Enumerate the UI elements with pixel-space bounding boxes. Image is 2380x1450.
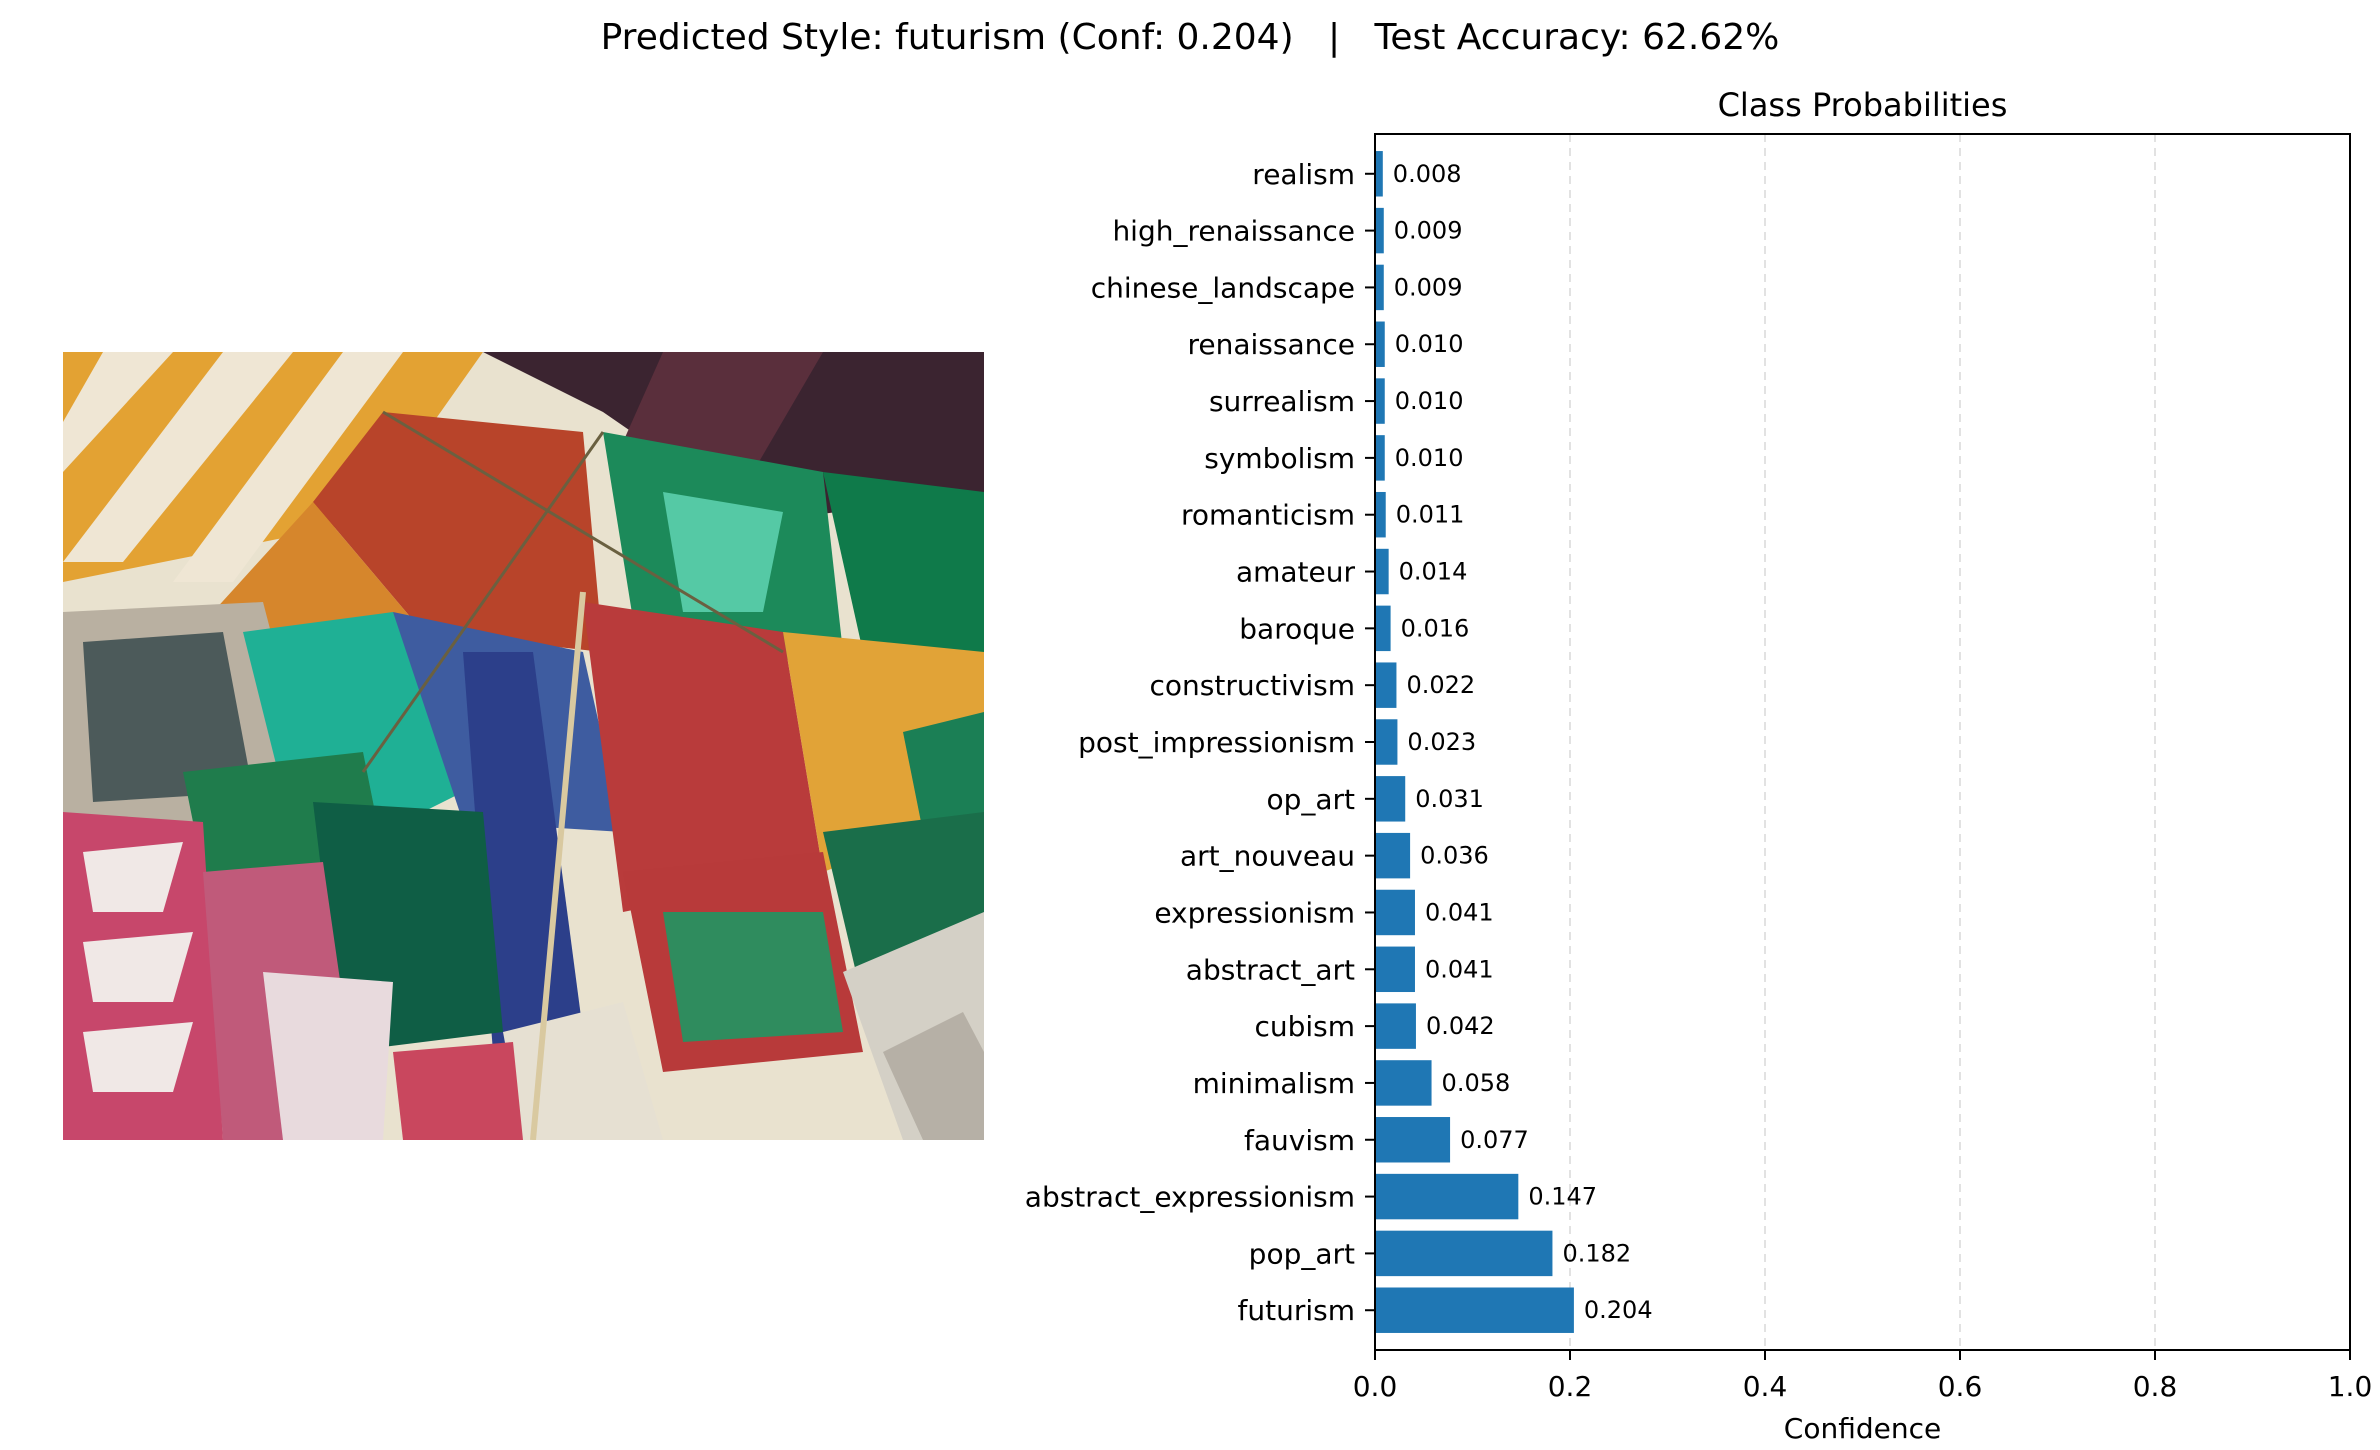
y-tick-label-realism: realism: [1252, 158, 1355, 191]
value-label-fauvism: 0.077: [1460, 1126, 1529, 1154]
value-label-minimalism: 0.058: [1442, 1069, 1511, 1097]
y-tick-label-abstract_art: abstract_art: [1186, 953, 1355, 986]
bar-cubism: [1375, 1003, 1416, 1049]
bar-minimalism: [1375, 1060, 1432, 1106]
value-label-symbolism: 0.010: [1395, 444, 1464, 472]
value-label-expressionism: 0.041: [1425, 898, 1494, 926]
bar-pop_art: [1375, 1230, 1553, 1277]
value-label-constructivism: 0.022: [1406, 671, 1475, 699]
value-label-baroque: 0.016: [1401, 614, 1470, 642]
bar-art_nouveau: [1375, 832, 1411, 879]
bar-op_art: [1375, 776, 1406, 822]
chart-title: Class Probabilities: [1718, 86, 2008, 124]
y-tick-label-fauvism: fauvism: [1244, 1124, 1355, 1157]
bar-abstract_expressionism: [1375, 1173, 1519, 1220]
value-label-abstract_art: 0.041: [1425, 955, 1494, 983]
artwork-image: [63, 352, 984, 1140]
bar-futurism: [1375, 1287, 1574, 1333]
value-label-futurism: 0.204: [1584, 1296, 1653, 1324]
x-axis-label: Confidence: [1784, 1412, 1941, 1445]
bars-group: [1375, 151, 1574, 1333]
value-label-romanticism: 0.011: [1396, 501, 1465, 529]
x-gridlines: [1569, 134, 2156, 1350]
value-label-post_impressionism: 0.023: [1407, 728, 1476, 756]
bar-high_renaissance: [1375, 207, 1384, 254]
x-tick-label: 0.4: [1743, 1370, 1788, 1403]
value-label-pop_art: 0.182: [1562, 1239, 1631, 1267]
figure-title: Predicted Style: futurism (Conf: 0.204) …: [0, 10, 2380, 66]
y-tick-label-surrealism: surrealism: [1209, 385, 1355, 418]
y-tick-label-renaissance: renaissance: [1187, 328, 1355, 361]
x-tick-label: 0.0: [1353, 1370, 1398, 1403]
value-label-abstract_expressionism: 0.147: [1528, 1183, 1597, 1211]
y-tick-label-minimalism: minimalism: [1193, 1067, 1355, 1100]
bar-constructivism: [1375, 662, 1397, 708]
bar-chinese_landscape: [1375, 264, 1384, 311]
bar-expressionism: [1375, 889, 1415, 936]
test-accuracy-label: Test Accuracy: 62.62%: [1374, 17, 1780, 58]
x-tick-labels: 0.0 0.2 0.4 0.6 0.8 1.0: [1353, 1350, 2373, 1403]
value-label-realism: 0.008: [1393, 160, 1462, 188]
title-separator: |: [1327, 17, 1341, 58]
y-tick-label-abstract_expressionism: abstract_expressionism: [1025, 1181, 1355, 1214]
y-tick-label-constructivism: constructivism: [1150, 669, 1355, 702]
y-tick-labels: futurism pop_art abstract_expressionism fau…: [1025, 158, 1375, 1327]
bar-romanticism: [1375, 491, 1386, 538]
value-label-surrealism: 0.010: [1395, 387, 1464, 415]
y-tick-label-expressionism: expressionism: [1154, 896, 1355, 929]
y-tick-label-post_impressionism: post_impressionism: [1078, 726, 1355, 759]
axes-frame: [1374, 133, 2351, 1351]
y-tick-label-romanticism: romanticism: [1181, 499, 1355, 532]
value-label-high_renaissance: 0.009: [1394, 217, 1463, 245]
y-tick-label-symbolism: symbolism: [1204, 442, 1355, 475]
value-label-art_nouveau: 0.036: [1420, 842, 1489, 870]
y-tick-label-futurism: futurism: [1238, 1294, 1355, 1327]
bar-symbolism: [1375, 435, 1385, 481]
y-tick-label-cubism: cubism: [1254, 1010, 1355, 1043]
x-tick-label: 0.6: [1938, 1370, 1983, 1403]
bar-surrealism: [1375, 378, 1385, 424]
value-label-cubism: 0.042: [1426, 1012, 1495, 1040]
bar-fauvism: [1375, 1117, 1451, 1163]
y-tick-label-high_renaissance: high_renaissance: [1112, 215, 1355, 248]
bar-realism: [1375, 151, 1383, 197]
predicted-style-label: Predicted Style: futurism (Conf: 0.204): [600, 17, 1294, 58]
x-tick-label: 0.2: [1548, 1370, 1593, 1403]
value-labels-group: 0.204 0.182 0.147 0.077 0.058 0.042 0.041 0.041…: [1393, 160, 1653, 1324]
bar-abstract_art: [1375, 946, 1415, 993]
value-label-renaissance: 0.010: [1395, 330, 1464, 358]
x-tick-label: 1.0: [2328, 1370, 2373, 1403]
y-tick-label-op_art: op_art: [1266, 783, 1355, 816]
bar-baroque: [1375, 605, 1391, 652]
value-label-chinese_landscape: 0.009: [1394, 273, 1463, 301]
y-tick-label-amateur: amateur: [1236, 556, 1356, 589]
bar-amateur: [1375, 548, 1389, 595]
x-tick-label: 0.8: [2133, 1370, 2178, 1403]
y-tick-label-baroque: baroque: [1239, 612, 1355, 645]
y-tick-label-art_nouveau: art_nouveau: [1180, 840, 1355, 873]
bar-post_impressionism: [1375, 719, 1398, 765]
y-tick-label-chinese_landscape: chinese_landscape: [1091, 271, 1355, 304]
value-label-amateur: 0.014: [1399, 558, 1468, 586]
value-label-op_art: 0.031: [1415, 785, 1484, 813]
bar-renaissance: [1375, 321, 1385, 367]
y-tick-label-pop_art: pop_art: [1249, 1237, 1355, 1270]
